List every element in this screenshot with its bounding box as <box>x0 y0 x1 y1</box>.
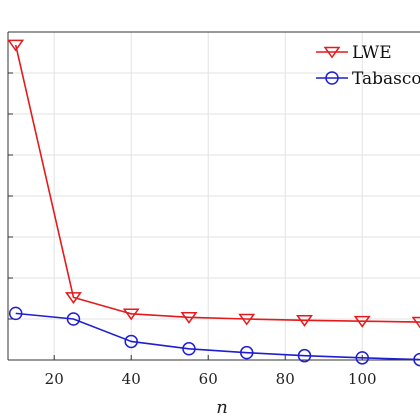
legend: LWE Tabasco <box>316 43 420 89</box>
data-point-tabasco <box>355 351 369 365</box>
data-point-tabasco <box>413 352 420 367</box>
data-point-lwe <box>65 292 82 304</box>
legend-marker-tabasco <box>325 71 339 85</box>
legend-marker-lwe <box>323 46 341 59</box>
data-point-tabasco <box>239 345 254 360</box>
data-point-lwe <box>411 316 420 329</box>
data-point-lwe <box>122 308 140 321</box>
x-tick-label: 80 <box>276 370 295 388</box>
series-lwe <box>7 39 420 329</box>
data-point-lwe <box>238 313 256 326</box>
series-line-tabasco <box>15 312 420 361</box>
legend-entry-tabasco: Tabasco <box>316 69 420 89</box>
x-axis-label: n <box>216 397 228 418</box>
data-point-tabasco <box>297 348 312 363</box>
legend-label-lwe: LWE <box>352 43 392 63</box>
series-layer <box>7 39 420 367</box>
data-point-tabasco <box>66 312 81 326</box>
x-tick-label: 20 <box>45 370 64 388</box>
data-point-tabasco <box>8 306 23 321</box>
series-tabasco <box>8 306 420 367</box>
data-point-lwe <box>296 314 313 327</box>
x-tick-label: 40 <box>122 370 141 388</box>
x-tick-label: 60 <box>199 370 218 388</box>
axes: 20 40 60 80 100 <box>7 31 420 388</box>
data-point-tabasco <box>182 342 196 356</box>
legend-entry-lwe: LWE <box>316 43 392 63</box>
data-point-tabasco <box>124 334 138 349</box>
series-line-lwe <box>14 44 420 323</box>
data-point-lwe <box>7 39 25 52</box>
x-tick-label: 100 <box>348 370 377 388</box>
legend-label-tabasco: Tabasco <box>352 69 420 89</box>
data-point-lwe <box>353 315 371 328</box>
data-point-lwe <box>180 311 198 324</box>
grid <box>8 32 420 360</box>
